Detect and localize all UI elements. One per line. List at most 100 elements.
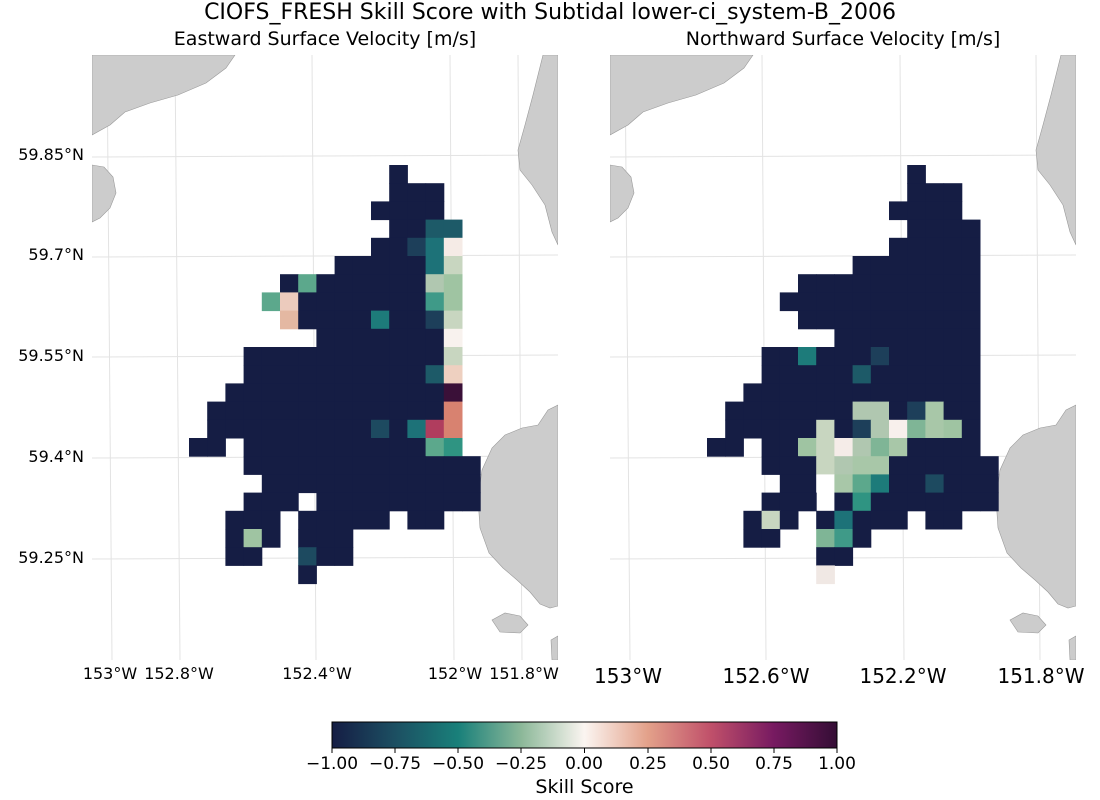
- skill-cell: [961, 274, 981, 293]
- skill-cell: [779, 474, 799, 494]
- lat-label: 59.25°N: [18, 548, 84, 567]
- skill-cell: [334, 256, 354, 275]
- left-panel-title: Eastward Surface Velocity [m/s]: [173, 28, 477, 50]
- skill-cell: [798, 292, 817, 312]
- skill-cell: [371, 401, 390, 421]
- skill-cell: [189, 438, 208, 457]
- skill-cell: [407, 347, 427, 366]
- skill-cell: [407, 256, 427, 275]
- skill-cell: [743, 419, 763, 439]
- skill-cell: [352, 474, 372, 494]
- skill-cell: [334, 365, 354, 384]
- skill-cell: [779, 401, 799, 421]
- skill-cell: [371, 474, 390, 494]
- land-se: [477, 404, 558, 609]
- skill-cell: [425, 256, 445, 275]
- skill-cell: [870, 474, 890, 494]
- skill-cell: [334, 456, 354, 475]
- skill-cell: [852, 456, 872, 475]
- skill-cell: [352, 401, 372, 421]
- skill-cell: [834, 401, 854, 421]
- skill-cell: [816, 401, 835, 421]
- skill-cell: [407, 237, 427, 257]
- skill-cell: [334, 328, 354, 348]
- skill-cell: [743, 383, 763, 403]
- colorbar-label: Skill Score: [535, 776, 634, 798]
- skill-cell: [407, 492, 427, 512]
- skill-cell: [298, 565, 317, 585]
- skill-cell: [389, 237, 408, 257]
- lat-label: 59.4°N: [28, 447, 84, 466]
- skill-cell: [961, 492, 981, 512]
- skill-cell: [407, 365, 427, 384]
- skill-cell: [943, 201, 963, 221]
- skill-cell: [907, 237, 926, 257]
- skill-cell: [389, 328, 408, 348]
- skill-cell: [371, 256, 390, 275]
- skill-cell: [425, 237, 445, 257]
- skill-cell: [243, 547, 263, 566]
- skill-cell: [334, 292, 354, 312]
- skill-cell: [907, 292, 926, 312]
- skill-cell: [389, 419, 408, 439]
- skill-cell: [816, 292, 835, 312]
- lon-label: 151.8°W: [489, 664, 559, 683]
- skill-cell: [334, 529, 354, 548]
- skill-cell: [980, 492, 999, 512]
- skill-cell: [443, 310, 463, 330]
- skill-cell: [816, 274, 835, 293]
- skill-cell: [316, 274, 336, 293]
- colorbar-tick-label: −1.00: [305, 754, 359, 774]
- skill-cell: [707, 438, 726, 457]
- skill-cell: [870, 419, 890, 439]
- skill-cell: [280, 419, 299, 439]
- skill-cell: [334, 547, 354, 566]
- skill-cell: [943, 401, 963, 421]
- skill-cell: [779, 438, 799, 457]
- skill-cell: [443, 474, 463, 494]
- skill-cell: [371, 292, 390, 312]
- skill-cell: [207, 401, 226, 421]
- skill-cell: [834, 310, 854, 330]
- skill-cell: [280, 456, 299, 475]
- right-map-panel: [610, 55, 1076, 660]
- skill-cell: [316, 419, 336, 439]
- skill-cell: [407, 401, 427, 421]
- skill-cell: [725, 438, 744, 457]
- skill-cell: [870, 292, 890, 312]
- lat-label: 59.85°N: [18, 145, 84, 164]
- skill-cell: [779, 292, 799, 312]
- skill-cell: [907, 456, 926, 475]
- skill-cell: [298, 274, 317, 293]
- skill-cell: [870, 456, 890, 475]
- skill-cell: [798, 492, 817, 512]
- skill-cell: [889, 365, 908, 384]
- skill-cell: [243, 365, 263, 384]
- skill-cell: [761, 438, 781, 457]
- skill-cell: [925, 292, 945, 312]
- skill-cell: [298, 365, 317, 384]
- skill-cell: [980, 474, 999, 494]
- skill-cell: [334, 347, 354, 366]
- figure-title: CIOFS_FRESH Skill Score with Subtidal lo…: [204, 0, 896, 25]
- skill-cell: [443, 292, 463, 312]
- skill-cell: [352, 310, 372, 330]
- land-nw: [610, 55, 754, 136]
- colorbar-tick-label: 0.00: [565, 754, 603, 774]
- skill-cell: [761, 383, 781, 403]
- skill-cell: [907, 310, 926, 330]
- skill-cell: [443, 347, 463, 366]
- colorbar-tick-label: 1.00: [818, 754, 856, 774]
- skill-cell: [389, 347, 408, 366]
- skill-cell: [907, 274, 926, 293]
- skill-cell: [243, 438, 263, 457]
- colorbar-gradient: [331, 721, 838, 749]
- colorbar-tick-label: −0.25: [494, 754, 548, 774]
- skill-cell: [816, 347, 835, 366]
- skill-cell: [225, 547, 245, 566]
- skill-cell: [852, 529, 872, 548]
- skill-cell: [834, 383, 854, 403]
- skill-cell: [316, 328, 336, 348]
- skill-cell: [352, 419, 372, 439]
